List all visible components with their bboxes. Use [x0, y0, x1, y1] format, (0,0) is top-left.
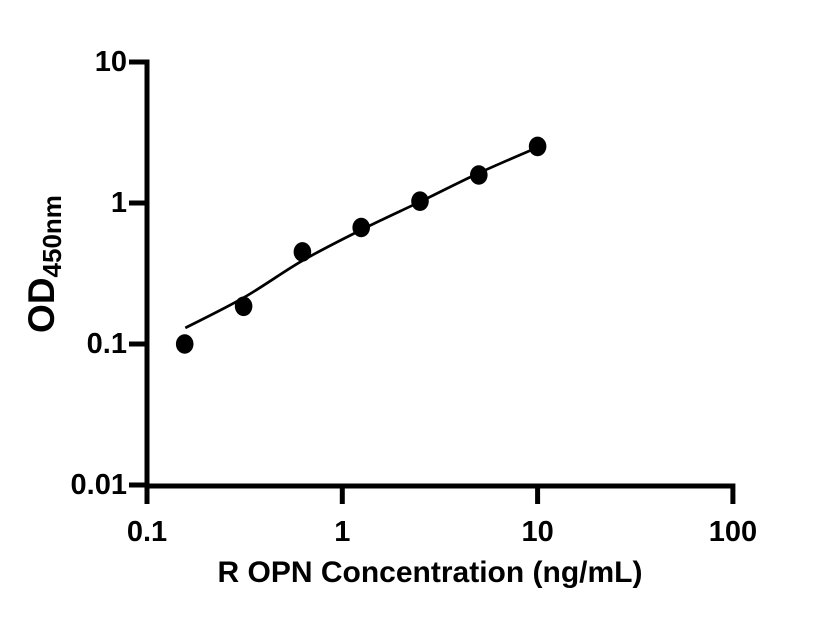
x-tick-label-0.1: 0.1: [127, 516, 167, 548]
y-tick-label-0.1: 0.1: [87, 328, 127, 360]
data-point-5: [411, 191, 429, 211]
x-axis-title: R OPN Concentration (ng/mL): [217, 556, 643, 589]
y-tick-label-10: 10: [95, 46, 127, 78]
data-point-1: [175, 334, 194, 354]
x-tick-label-1: 1: [334, 516, 350, 548]
data-point-2: [234, 296, 253, 317]
y-axis-line: [129, 59, 150, 504]
data-point-3: [293, 242, 312, 262]
y-axis-title-subscript: 450nm: [37, 195, 67, 278]
data-point-7: [528, 136, 547, 157]
x-axis-line: [147, 483, 736, 504]
x-tick-label-100: 100: [709, 516, 757, 548]
y-axis-title: OD450nm: [18, 162, 67, 366]
x-tick-label-10: 10: [521, 516, 553, 548]
y-axis-title-main: OD: [21, 277, 62, 333]
data-point-6: [470, 165, 488, 185]
y-tick-label-0.01: 0.01: [71, 469, 127, 501]
data-point-4: [352, 217, 371, 238]
y-tick-label-1: 1: [111, 187, 127, 219]
